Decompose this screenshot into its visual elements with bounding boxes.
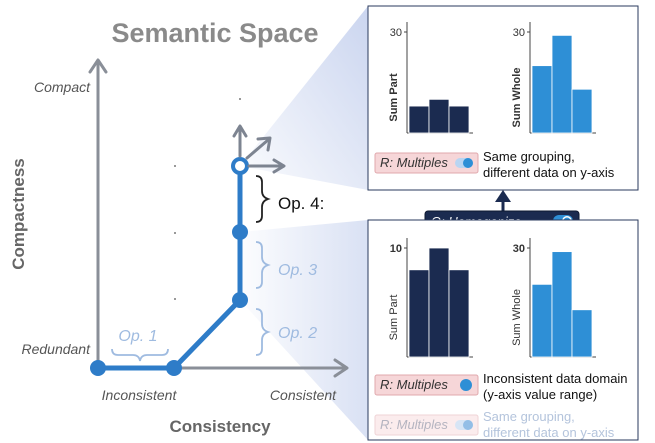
- bottom-chart-0-tick-label: 10: [390, 243, 402, 255]
- top-chart-0-tick-label: 30: [390, 27, 402, 39]
- op4-label: Op. 4:: [278, 194, 324, 213]
- bottom-panel-frame: [367, 219, 639, 441]
- bottom-chart-1-bar-2: [571, 309, 593, 358]
- bottom-chart-0-bar-0: [408, 269, 430, 358]
- op1-label: Op. 1: [118, 328, 157, 345]
- path-node-start: [90, 360, 106, 376]
- top-chart-1-tick-label: 30: [513, 27, 525, 39]
- op2-label: Op. 2: [278, 325, 317, 342]
- top-chart-0-bar-0: [408, 105, 430, 134]
- top-chart-1-y-label: Sum Whole: [511, 68, 523, 128]
- top-panel: 30 Sum Part 30 Sum Whole R: Multiples Same …: [367, 5, 639, 191]
- x-axis-title: Consistency: [169, 417, 271, 436]
- bottom-rule-label-inactive: R: Multiples: [380, 417, 448, 432]
- bottom-chart-1-y-label: Sum Whole: [511, 289, 523, 346]
- path-node-current: [231, 157, 249, 175]
- path-node-op3: [232, 224, 248, 240]
- y-axis-top-label: Compact: [34, 79, 91, 95]
- op1-brace: [111, 348, 169, 362]
- y-axis-title: Compactness: [9, 158, 28, 269]
- top-panel-charts: 30 Sum Part 30 Sum Whole: [388, 22, 596, 134]
- bottom-rule-chip-inactive[interactable]: [374, 414, 479, 436]
- top-chart-1-bar-1: [551, 34, 573, 134]
- bottom-rule-text-active-line1: Inconsistent data domain: [483, 371, 628, 386]
- bottom-rule-text-inactive-line1: Same grouping,: [483, 409, 575, 424]
- bottom-rule-chip-active[interactable]: [374, 374, 479, 396]
- bottom-projection-beam: [240, 220, 368, 440]
- bottom-chart-0-y-label: Sum Part: [388, 295, 400, 341]
- arrow-diagonal: [245, 138, 270, 160]
- x-axis-arrow: [333, 358, 349, 378]
- bottom-rule-toggle-icon-inactive[interactable]: [455, 420, 473, 430]
- top-rule-toggle-icon[interactable]: [455, 158, 473, 168]
- bottom-chart-1-bar-0: [531, 283, 553, 358]
- y-axis-arrow: [88, 58, 108, 74]
- top-chart-1-bar-2: [571, 88, 593, 134]
- bottom-rule-label-active: R: Multiples: [380, 377, 448, 392]
- bottom-chart-1-bar-1: [551, 251, 573, 358]
- diagram-title: Semantic Space: [111, 18, 318, 48]
- grid-dots: [174, 98, 241, 300]
- top-description-line2: different data on y-axis: [483, 165, 615, 180]
- top-projection-beam: [240, 6, 368, 190]
- top-chart-0-y-label: Sum Part: [388, 73, 400, 122]
- y-axis-bottom-label: Redundant: [21, 341, 91, 357]
- x-axis-right-label: Consistent: [270, 387, 337, 403]
- top-rule-chip[interactable]: [374, 152, 479, 174]
- homogenize-connector: [495, 190, 511, 213]
- bottom-chart-1-tick-label: 30: [513, 243, 525, 255]
- path-node-op2: [232, 292, 248, 308]
- top-description-line1: Same grouping,: [483, 149, 575, 164]
- op4-brace: [255, 175, 271, 223]
- top-rule-label: R: Multiples: [380, 155, 448, 170]
- path-node-op1: [166, 360, 182, 376]
- direction-arrows: [232, 124, 286, 174]
- top-chart-0-bar-1: [428, 98, 450, 134]
- bottom-rule-text-active-line2: (y-axis value range): [483, 387, 597, 402]
- bottom-rule-text-inactive-line2: different data on y-axis: [483, 425, 615, 440]
- op3-brace: [255, 241, 271, 289]
- x-axis-left-label: Inconsistent: [102, 387, 178, 403]
- top-chart-1-bar-0: [531, 65, 553, 134]
- bottom-panel: 10 Sum Part 30 Sum Whole R: Multiples Incon…: [367, 219, 639, 441]
- op3-label: Op. 3: [278, 262, 317, 279]
- bottom-chart-0-bar-2: [448, 269, 470, 358]
- bottom-chart-0-bar-1: [428, 247, 450, 358]
- bottom-panel-charts: 10 Sum Part 30 Sum Whole: [388, 238, 596, 358]
- top-chart-0-bar-2: [448, 105, 470, 134]
- op2-brace: [255, 308, 271, 356]
- bottom-rule-toggle-icon-active[interactable]: [460, 379, 472, 391]
- operation-path: [90, 157, 249, 376]
